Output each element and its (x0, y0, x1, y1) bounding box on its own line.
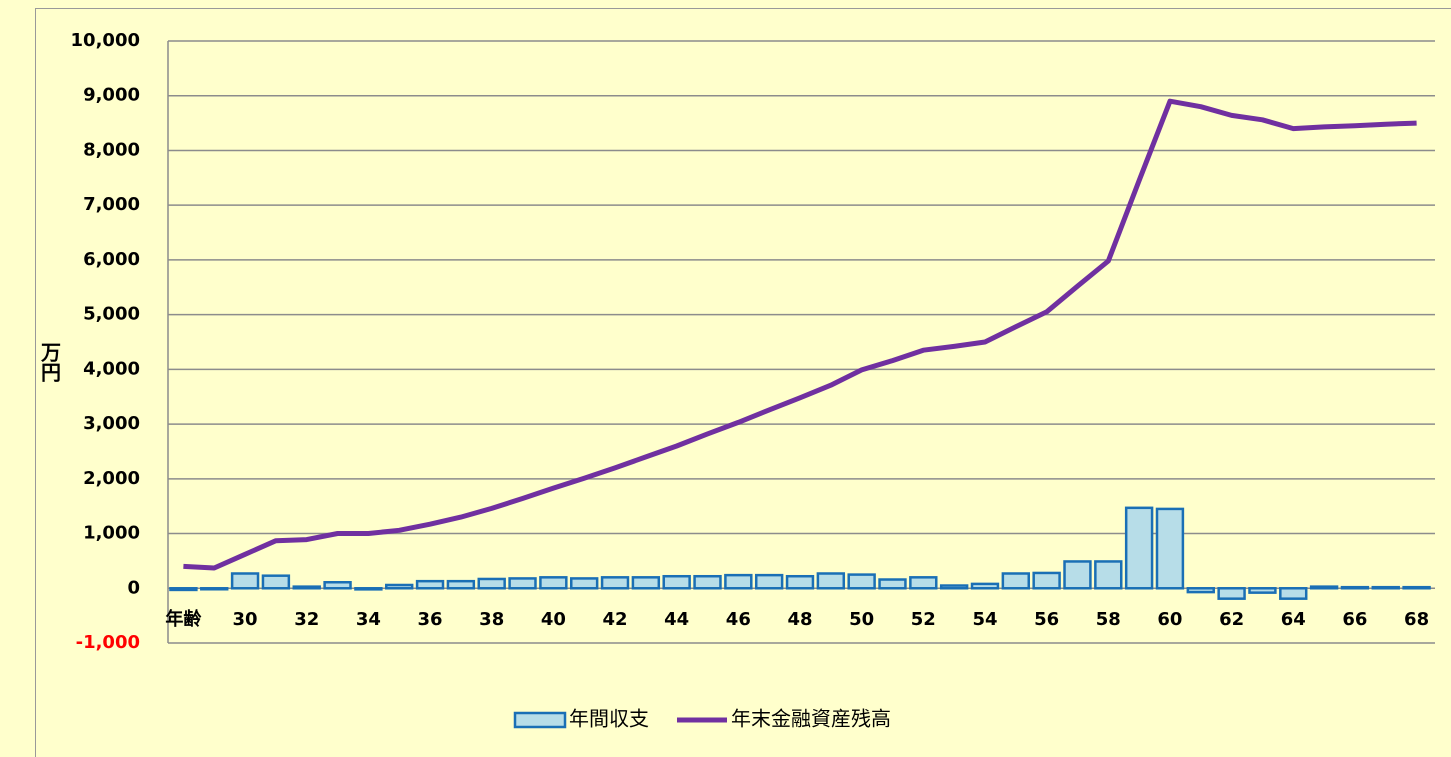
bar (1371, 585, 1400, 590)
legend-label: 年末金融資産残高 (731, 707, 891, 731)
legend-label: 年間収支 (569, 707, 649, 731)
x-tick-label: 34 (356, 609, 381, 630)
bar (600, 576, 630, 590)
legend-swatch (513, 711, 567, 729)
line (183, 98, 1417, 571)
x-tick-label: 38 (479, 609, 504, 630)
x-tick-label: 58 (1096, 609, 1121, 630)
bar (415, 579, 445, 590)
bar (292, 585, 321, 590)
bar (1279, 587, 1308, 600)
y-tick-label: 10,000 (71, 30, 140, 51)
bar (909, 576, 938, 590)
x-tick-label: 32 (294, 609, 319, 630)
x-tick-label: 62 (1219, 609, 1244, 630)
bar (878, 578, 907, 590)
y-tick-label: 0 (127, 577, 140, 598)
bar (1032, 571, 1061, 590)
bar (1402, 585, 1431, 590)
bar (1217, 587, 1246, 600)
bar (631, 576, 661, 590)
bar (169, 587, 198, 592)
bar (1155, 507, 1185, 590)
x-tick-label: 64 (1281, 609, 1306, 630)
bar (1124, 506, 1154, 590)
y-tick-label: 1,000 (83, 523, 140, 544)
y-tick-label: 3,000 (83, 413, 140, 434)
bar (1309, 585, 1339, 590)
bar (200, 587, 229, 591)
bar (816, 572, 846, 590)
bar (354, 587, 383, 591)
bar (539, 576, 568, 590)
bar (1340, 585, 1370, 590)
x-tick-label: 48 (787, 609, 812, 630)
y-axis-label: 万円 (38, 342, 62, 382)
x-tick-label: 54 (972, 609, 997, 630)
x-tick-label: 44 (664, 609, 689, 630)
bar (1248, 587, 1277, 594)
bar (323, 581, 352, 590)
y-tick-label: 4,000 (83, 358, 140, 379)
y-tick-label: 5,000 (83, 304, 140, 325)
bar (754, 573, 784, 590)
bar (230, 572, 260, 590)
bar (1186, 587, 1215, 594)
bar (693, 574, 722, 590)
x-tick-label: 52 (911, 609, 936, 630)
bar (477, 577, 506, 590)
x-tick-label: 年齢 (165, 608, 202, 630)
x-tick-label: 66 (1342, 609, 1367, 630)
bar (1001, 572, 1031, 590)
chart-frame (35, 8, 1451, 757)
y-tick-label: 7,000 (83, 194, 140, 215)
y-tick-label: -1,000 (76, 632, 140, 653)
bar (1063, 560, 1092, 590)
y-tick-label: 8,000 (83, 139, 140, 160)
x-tick-label: 60 (1157, 609, 1182, 630)
bar (508, 577, 537, 590)
y-tick-label: 9,000 (83, 85, 140, 106)
bar (1094, 560, 1123, 590)
bar (446, 579, 476, 590)
bar (724, 573, 753, 590)
bar (662, 574, 691, 590)
y-tick-label: 6,000 (83, 249, 140, 270)
x-tick-label: 36 (418, 609, 443, 630)
x-tick-label: 46 (726, 609, 751, 630)
x-tick-label: 50 (849, 609, 874, 630)
bar (385, 583, 414, 590)
y-tick-label: 2,000 (83, 468, 140, 489)
x-tick-label: 40 (541, 609, 566, 630)
bar (785, 574, 815, 590)
bar (939, 584, 969, 590)
bar (569, 577, 599, 590)
x-tick-label: 56 (1034, 609, 1059, 630)
x-tick-label: 68 (1404, 609, 1429, 630)
bar (847, 573, 876, 590)
x-tick-label: 42 (602, 609, 627, 630)
bar (970, 582, 1000, 590)
x-tick-label: 30 (233, 609, 258, 630)
bar (261, 574, 291, 590)
